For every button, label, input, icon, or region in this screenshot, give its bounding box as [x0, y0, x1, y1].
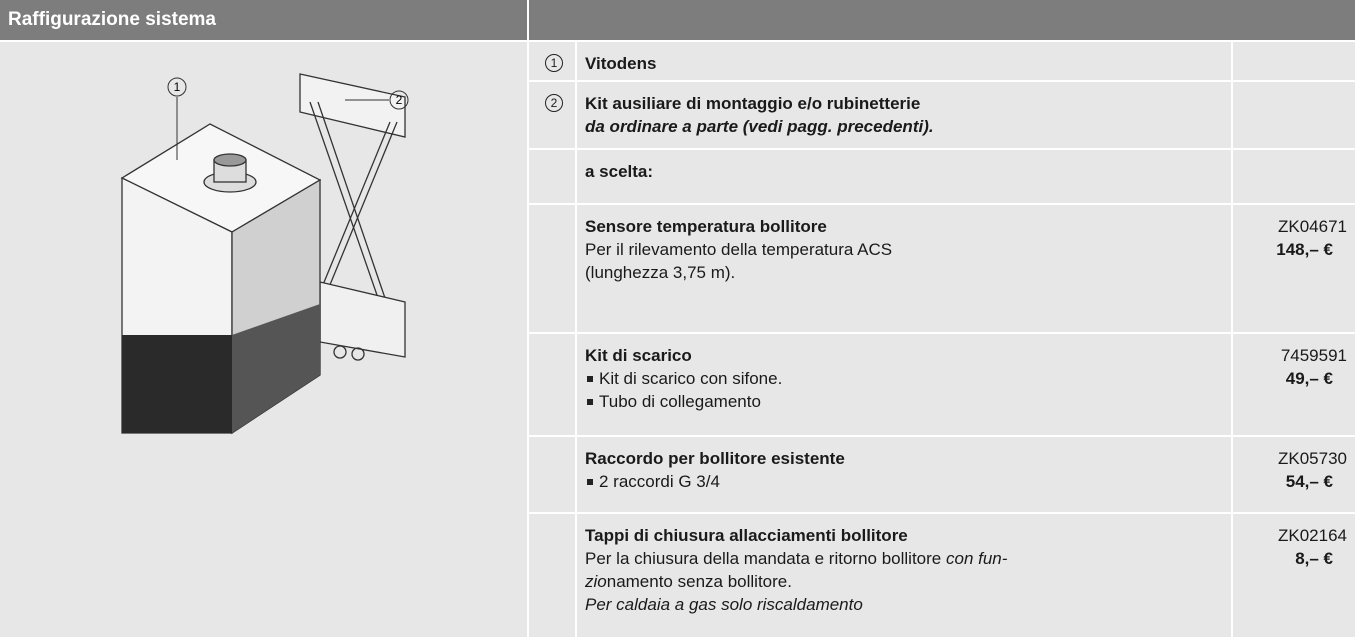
text: namento senza bollitore.: [606, 572, 792, 591]
order-cell: [1233, 42, 1355, 80]
order-cell: [1233, 150, 1355, 203]
price: 148,– €: [1276, 240, 1333, 259]
description: Kit di scarico Kit di scarico con sifone.…: [577, 334, 1231, 413]
description-cell: Raccordo per bollitore esistente 2 raccor…: [577, 437, 1231, 512]
marker: 1: [545, 54, 563, 72]
description: Tappi di chiusura allacciamenti bollitor…: [577, 514, 1231, 616]
description-cell: Kit ausiliare di montaggio e/o rubinette…: [577, 82, 1231, 148]
order-info: ZK02164 8,– €: [1233, 514, 1355, 570]
description: a scelta:: [577, 150, 1231, 183]
bracket: [299, 73, 406, 361]
order-cell: ZK05730 54,– €: [1233, 437, 1355, 512]
emphasis: zio: [585, 572, 607, 591]
description-cell: a scelta:: [577, 150, 1231, 203]
marker-cell: [529, 205, 575, 332]
marker-cell: [529, 334, 575, 435]
description-line: Per il rilevamento della temperatura ACS: [585, 238, 1231, 261]
order-cell: ZK02164 8,– €: [1233, 514, 1355, 637]
order-cell: [1233, 82, 1355, 148]
item-title: Raccordo per bollitore esistente: [585, 449, 845, 468]
emphasis: Per caldaia a gas solo riscaldamento: [585, 595, 863, 614]
text: (lunghezza 3,75 m).: [585, 263, 736, 282]
marker: 2: [545, 94, 563, 112]
callout-label: 1: [174, 80, 181, 94]
boiler-band: [122, 335, 232, 433]
marker-cell: 2: [529, 82, 575, 148]
header-bar: [529, 0, 1355, 40]
callout-circle: [389, 90, 409, 110]
marker-cell: [529, 514, 575, 637]
callout-label: 2: [396, 93, 403, 107]
header-title: Raffigurazione sistema: [8, 9, 216, 30]
item-title: a scelta:: [585, 162, 654, 181]
text: Per il rilevamento della temperatura ACS: [585, 240, 893, 259]
description-line: zionamento senza bollitore.: [585, 570, 1231, 593]
emphasis: con fun-: [945, 549, 1008, 568]
description-cell: Vitodens: [577, 42, 1231, 80]
marker-cell: [529, 437, 575, 512]
bullet-item: Tubo di collegamento: [585, 390, 1231, 413]
order-code: ZK05730: [1278, 449, 1347, 468]
item-title: Tappi di chiusura allacciamenti bollitor…: [585, 526, 908, 545]
header: Raffigurazione sistema: [0, 0, 527, 40]
description: Sensore temperatura bollitore Per il rile…: [577, 205, 1231, 284]
description-cell: Tappi di chiusura allacciamenti bollitor…: [577, 514, 1231, 637]
description-cell: Kit di scarico Kit di scarico con sifone.…: [577, 334, 1231, 435]
bullet-item: 2 raccordi G 3/4: [585, 470, 1231, 493]
item-title: Vitodens: [585, 54, 657, 73]
description-line: Per la chiusura della mandata e ritorno …: [585, 547, 1231, 570]
description: Vitodens: [577, 42, 1231, 75]
item-subtitle: da ordinare a parte (vedi pagg. preceden…: [585, 117, 934, 136]
callout-circle: [167, 77, 187, 97]
text: Per la chiusura della mandata e ritorno …: [585, 549, 946, 568]
marker-cell: 1: [529, 42, 575, 80]
order-cell: 7459591 49,– €: [1233, 334, 1355, 435]
order-info: 7459591 49,– €: [1233, 334, 1355, 390]
order-cell: ZK04671 148,– €: [1233, 205, 1355, 332]
bullet-item: Kit di scarico con sifone.: [585, 367, 1231, 390]
order-code: ZK04671: [1278, 217, 1347, 236]
item-title: Kit di scarico: [585, 346, 692, 365]
flue: [203, 153, 257, 193]
description: Kit ausiliare di montaggio e/o rubinette…: [577, 82, 1231, 138]
description-line: Per caldaia a gas solo riscaldamento: [585, 593, 1231, 616]
description-line: (lunghezza 3,75 m).: [585, 261, 1231, 284]
order-code: ZK02164: [1278, 526, 1347, 545]
item-title: Kit ausiliare di montaggio e/o rubinette…: [585, 94, 921, 113]
order-info: ZK05730 54,– €: [1233, 437, 1355, 493]
description-cell: Sensore temperatura bollitore Per il rile…: [577, 205, 1231, 332]
figure: 1 2: [0, 42, 527, 637]
marker-cell: [529, 150, 575, 203]
price: 54,– €: [1285, 472, 1333, 491]
description: Raccordo per bollitore esistente 2 raccor…: [577, 437, 1231, 493]
boiler-band-side: [232, 304, 320, 433]
price: 49,– €: [1285, 369, 1333, 388]
item-title: Sensore temperatura bollitore: [585, 217, 827, 236]
order-info: ZK04671 148,– €: [1233, 205, 1355, 261]
price: 8,– €: [1295, 549, 1333, 568]
order-code: 7459591: [1280, 346, 1347, 365]
